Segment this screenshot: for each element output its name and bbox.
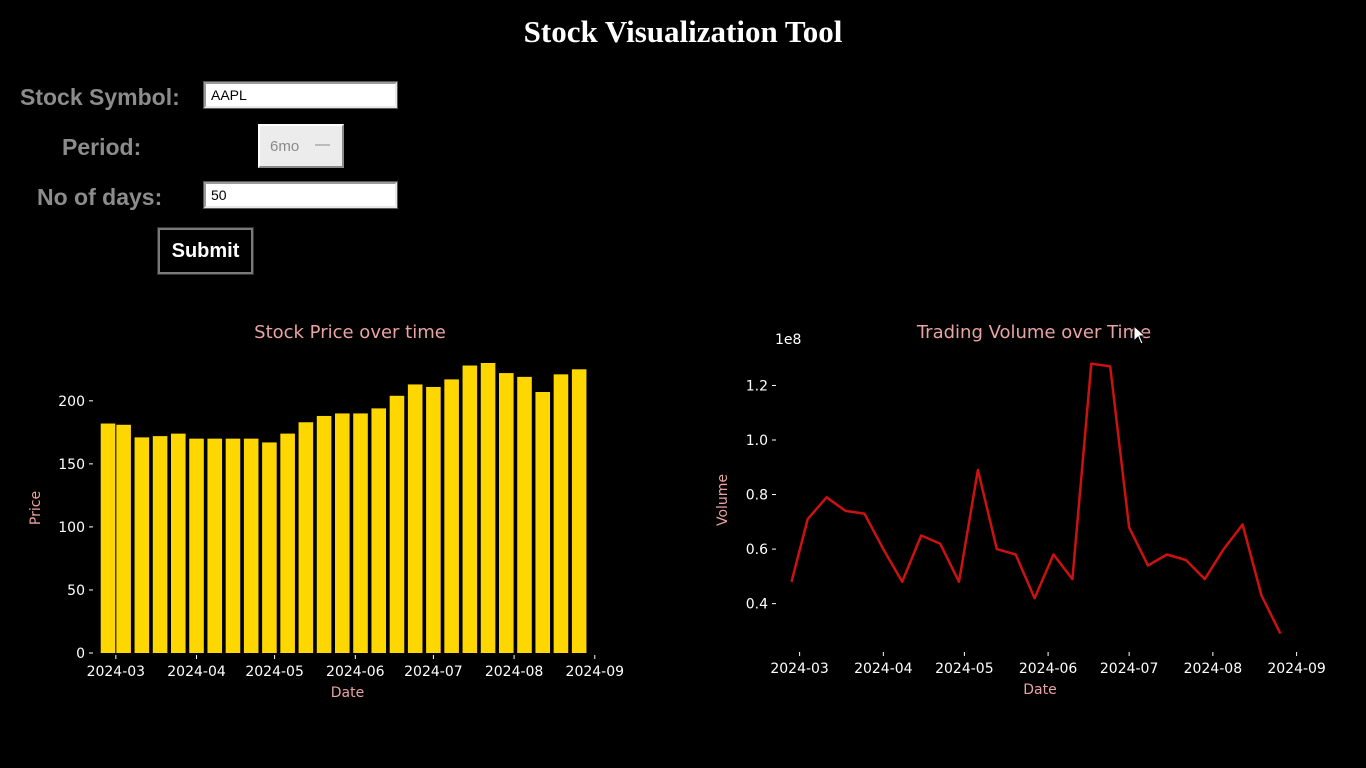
price-xaxis-label: Date xyxy=(331,685,364,701)
period-selected-value: 6mo xyxy=(270,138,300,155)
days-label: No of days: xyxy=(37,184,163,210)
volume-ytick-label: 0.6 xyxy=(746,542,768,558)
price-bar xyxy=(462,365,478,653)
price-xtick-label: 2024-08 xyxy=(485,664,544,680)
price-bar xyxy=(571,369,587,653)
volume-xtick-label: 2024-07 xyxy=(1100,661,1159,677)
volume-offset-label: 1e8 xyxy=(775,332,801,348)
price-bar xyxy=(116,424,131,653)
volume-xtick-label: 2024-08 xyxy=(1184,661,1243,677)
period-label: Period: xyxy=(62,134,142,160)
period-dropdown[interactable]: 6mo — xyxy=(258,124,344,168)
volume-ytick-label: 0.4 xyxy=(746,597,768,613)
price-bar xyxy=(189,438,204,653)
price-bar xyxy=(480,363,496,653)
price-bar xyxy=(243,438,259,653)
price-bar xyxy=(426,386,441,653)
price-xtick-label: 2024-05 xyxy=(245,664,304,680)
price-bar xyxy=(280,433,295,653)
stock-symbol-input[interactable]: AAPL xyxy=(203,81,398,109)
price-bar xyxy=(207,438,223,653)
price-bar xyxy=(389,395,405,653)
price-bar xyxy=(171,433,186,653)
volume-ytick-label: 0.8 xyxy=(746,488,768,504)
submit-button[interactable]: Submit xyxy=(157,227,254,275)
price-bar xyxy=(134,437,150,653)
volume-xaxis-label: Date xyxy=(1023,682,1056,698)
price-bar xyxy=(262,442,277,653)
price-ytick-label: 200 xyxy=(58,394,85,410)
volume-yaxis-label: Volume xyxy=(715,474,731,526)
price-xtick-label: 2024-04 xyxy=(167,664,226,680)
volume-series-line xyxy=(790,362,1282,635)
stock-symbol-label: Stock Symbol: xyxy=(20,84,180,110)
price-bar xyxy=(152,436,168,653)
price-bar xyxy=(225,438,241,653)
volume-xtick-label: 2024-05 xyxy=(935,661,994,677)
price-bar xyxy=(407,384,423,653)
price-bar xyxy=(353,413,368,653)
price-xtick-label: 2024-07 xyxy=(404,664,463,680)
price-ytick-label: 50 xyxy=(67,583,85,599)
volume-xtick-label: 2024-03 xyxy=(770,661,829,677)
volume-chart-title: Trading Volume over Time xyxy=(916,322,1152,343)
price-bar xyxy=(316,415,332,653)
price-xtick-label: 2024-03 xyxy=(87,664,146,680)
price-bar xyxy=(100,423,116,653)
price-bar xyxy=(335,413,350,653)
volume-ytick-label: 1.2 xyxy=(746,378,768,394)
dropdown-indicator-icon: — xyxy=(315,136,330,153)
price-bar xyxy=(444,379,459,653)
price-bar xyxy=(553,374,569,653)
volume-xtick-label: 2024-04 xyxy=(854,661,913,677)
days-input[interactable]: 50 xyxy=(203,181,398,209)
mouse-pointer-icon xyxy=(1133,325,1147,345)
price-yaxis-label: Price xyxy=(28,491,44,525)
volume-ytick-label: 1.0 xyxy=(746,433,768,449)
app-title: Stock Visualization Tool xyxy=(523,14,843,49)
price-bar xyxy=(298,422,314,653)
price-ytick-label: 150 xyxy=(58,457,85,473)
price-xtick-label: 2024-06 xyxy=(326,664,385,680)
volume-xtick-label: 2024-09 xyxy=(1267,661,1326,677)
price-bar xyxy=(517,376,532,653)
price-bar xyxy=(535,392,551,653)
price-chart-title: Stock Price over time xyxy=(254,322,446,343)
price-bar xyxy=(499,373,514,653)
price-bar xyxy=(371,408,387,653)
price-ytick-label: 100 xyxy=(58,520,85,536)
price-ytick-label: 0 xyxy=(76,646,85,662)
volume-xtick-label: 2024-06 xyxy=(1019,661,1078,677)
price-xtick-label: 2024-09 xyxy=(566,664,625,680)
